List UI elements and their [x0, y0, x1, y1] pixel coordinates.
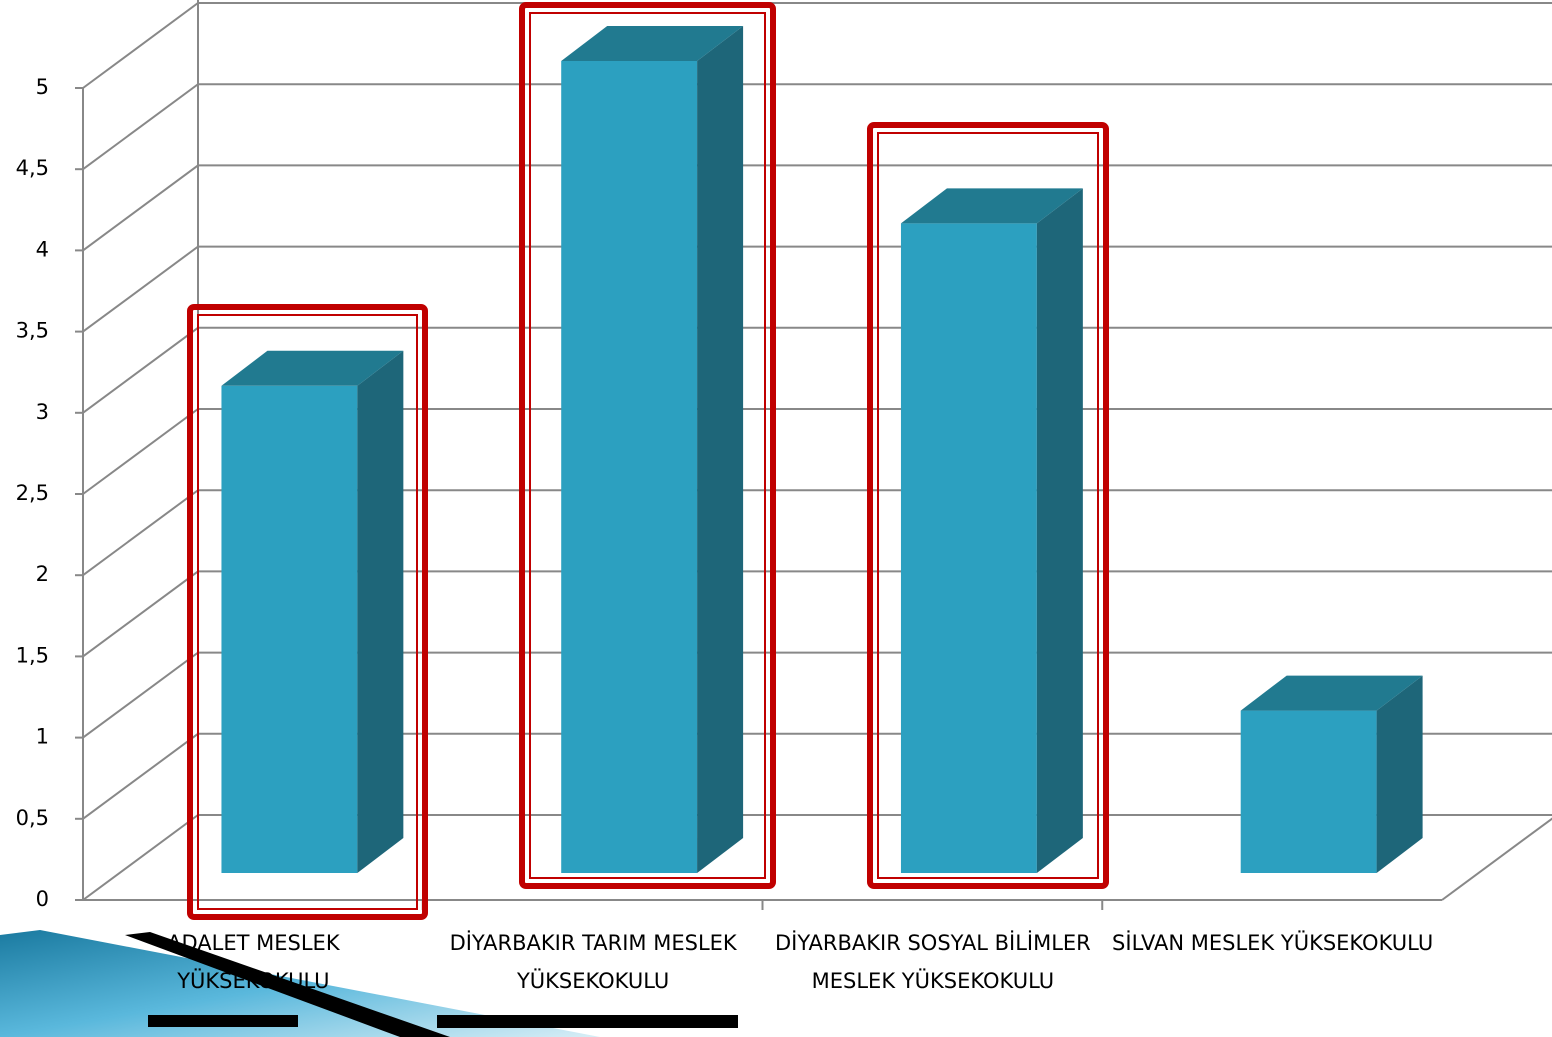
- y-tick-label: 1: [36, 725, 49, 749]
- x-tick-label: DİYARBAKIR TARIM MESLEK YÜKSEKOKULU: [449, 931, 737, 993]
- bar-top: [221, 350, 404, 386]
- y-tick-label: 2: [36, 562, 49, 586]
- bar-front: [221, 385, 358, 873]
- y-tick-label: 4,5: [16, 156, 49, 180]
- grid-line: [82, 83, 1552, 171]
- decoration: [0, 930, 600, 1037]
- bar-front: [561, 61, 698, 873]
- y-tick-label: 1,5: [16, 643, 49, 667]
- bar-front: [900, 223, 1037, 873]
- grid-line: [82, 2, 1552, 89]
- x-tick-label: ADALET MESLEK YÜKSEKOKULU: [167, 931, 340, 993]
- y-tick-label: 0,5: [16, 806, 49, 830]
- decoration-bar: [437, 1015, 738, 1028]
- bar-side: [357, 350, 404, 873]
- bar: [900, 188, 1083, 873]
- y-tick-label: 5: [36, 75, 49, 99]
- bar-top: [900, 188, 1083, 224]
- y-tick-label: 3: [36, 400, 49, 424]
- y-tick-label: 0: [36, 887, 49, 911]
- x-tick-label: SİLVAN MESLEK YÜKSEKOKULU: [1112, 931, 1434, 955]
- bar-top: [1240, 675, 1423, 711]
- bar-front: [1240, 710, 1377, 873]
- highlight-box-inner: [197, 314, 418, 910]
- highlight-box: [187, 304, 428, 920]
- bar: [561, 26, 744, 873]
- grid-line: [82, 245, 1552, 333]
- x-tick-label: DİYARBAKIR SOSYAL BİLİMLER MESLEK YÜKSEK…: [774, 931, 1091, 993]
- highlight-box: [867, 122, 1109, 889]
- bar-side: [1036, 188, 1083, 873]
- bar: [221, 350, 404, 873]
- decoration-wedge: [125, 932, 450, 1037]
- highlight-box-inner: [877, 132, 1099, 879]
- floor-edge: [1441, 817, 1552, 901]
- decoration-bar: [148, 1015, 298, 1027]
- bar-side: [697, 26, 744, 873]
- bar: [1240, 675, 1423, 873]
- y-tick-label: 4: [36, 237, 49, 261]
- y-tick-label: 2,5: [16, 481, 49, 505]
- grid-line: [82, 164, 1552, 252]
- highlight-box: [519, 2, 776, 889]
- bar-side: [1376, 675, 1423, 873]
- y-tick-label: 3,5: [16, 319, 49, 343]
- bar-top: [561, 26, 744, 61]
- highlight-box-inner: [529, 12, 766, 879]
